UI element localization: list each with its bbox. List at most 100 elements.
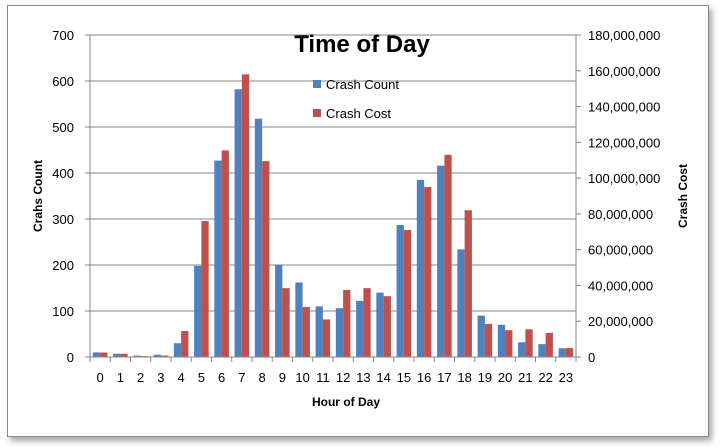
bar-crash-count xyxy=(477,315,485,357)
bar-crash-cost xyxy=(201,221,209,357)
bar-crash-count xyxy=(254,118,263,357)
legend-swatch-crash-cost xyxy=(313,109,321,117)
x-axis-title: Hour of Day xyxy=(312,395,380,409)
bar-crash-count xyxy=(295,282,303,357)
x-tick-label: 8 xyxy=(259,370,266,385)
bar-crash-cost xyxy=(262,161,270,357)
bar-crash-cost xyxy=(403,229,412,357)
bar-crash-cost xyxy=(160,355,169,357)
gridlines xyxy=(90,34,576,312)
bar-crash-count xyxy=(457,249,465,357)
legend-label-crash-cost: Crash Cost xyxy=(326,106,391,121)
bar-crash-cost xyxy=(100,352,108,357)
bar-crash-count xyxy=(92,352,101,357)
y2-tick-label: 160,000,000 xyxy=(588,64,660,79)
axes xyxy=(85,34,581,362)
x-tick-label: 17 xyxy=(437,370,451,385)
bar-crash-cost xyxy=(565,348,574,357)
bar-crash-cost xyxy=(505,330,513,357)
x-tick-label: 2 xyxy=(137,370,144,385)
x-tick-label: 11 xyxy=(316,370,330,385)
y-tick-label: 100 xyxy=(52,304,74,319)
y-axis-title: Crahs Count xyxy=(31,160,45,232)
bar-crash-count xyxy=(173,343,182,357)
x-tick-label: 12 xyxy=(336,370,350,385)
bar-crash-count xyxy=(437,165,445,357)
x-tick-label: 16 xyxy=(417,370,431,385)
bar-crash-count xyxy=(558,348,566,357)
y-tick-label: 600 xyxy=(52,74,74,89)
x-tick-label: 13 xyxy=(356,370,370,385)
bar-crash-count xyxy=(275,265,283,357)
bar-crash-count xyxy=(376,292,384,357)
bar-crash-cost xyxy=(525,329,533,357)
bar-crash-cost xyxy=(545,332,553,357)
x-tick-label: 21 xyxy=(518,370,532,385)
bar-crash-cost xyxy=(424,187,432,357)
x-tick-label: 14 xyxy=(376,370,390,385)
x-tick-label: 1 xyxy=(117,370,124,385)
x-tick-label: 6 xyxy=(218,370,225,385)
tick-labels: 0100200300400500600700020,000,00040,000,… xyxy=(52,28,660,385)
bar-crash-count xyxy=(416,179,425,357)
y-tick-label: 300 xyxy=(52,212,74,227)
legend: Crash Count Crash Cost xyxy=(313,77,399,121)
bars xyxy=(92,74,574,357)
bar-crash-count xyxy=(335,308,344,357)
x-tick-label: 22 xyxy=(538,370,552,385)
bar-crash-count xyxy=(194,265,202,357)
y2-tick-label: 120,000,000 xyxy=(588,135,660,150)
bar-crash-cost xyxy=(444,154,452,357)
y-tick-label: 400 xyxy=(52,166,74,181)
bar-crash-count xyxy=(497,324,506,357)
y2-tick-label: 180,000,000 xyxy=(588,28,660,43)
x-tick-label: 3 xyxy=(157,370,164,385)
y2-tick-label: 40,000,000 xyxy=(588,278,653,293)
bar-crash-count xyxy=(113,353,121,357)
x-tick-label: 0 xyxy=(97,370,104,385)
bar-crash-count xyxy=(214,160,222,357)
bar-crash-cost xyxy=(282,288,290,357)
y2-tick-label: 60,000,000 xyxy=(588,243,653,258)
bar-crash-count xyxy=(153,354,161,357)
legend-swatch-crash-count xyxy=(313,80,321,88)
chart-title: Time of Day xyxy=(294,31,430,58)
x-tick-label: 20 xyxy=(498,370,512,385)
y2-tick-label: 0 xyxy=(588,350,595,365)
y-tick-label: 500 xyxy=(52,120,74,135)
x-tick-label: 4 xyxy=(178,370,185,385)
y-tick-label: 700 xyxy=(52,28,74,43)
bar-crash-count xyxy=(518,342,526,357)
x-tick-label: 9 xyxy=(279,370,286,385)
bar-crash-cost xyxy=(484,323,493,357)
y2-tick-label: 140,000,000 xyxy=(588,100,660,115)
bar-crash-count xyxy=(234,89,242,357)
y-tick-label: 0 xyxy=(67,350,74,365)
chart-frame xyxy=(7,5,709,437)
bar-crash-cost xyxy=(221,150,229,357)
bar-crash-cost xyxy=(343,289,351,357)
bar-crash-cost xyxy=(241,74,250,357)
bar-crash-cost xyxy=(464,210,472,357)
y-tick-label: 200 xyxy=(52,258,74,273)
bar-crash-cost xyxy=(383,296,391,357)
y2-tick-label: 80,000,000 xyxy=(588,207,653,222)
legend-label-crash-count: Crash Count xyxy=(326,77,399,92)
x-tick-label: 5 xyxy=(198,370,205,385)
y2-tick-label: 20,000,000 xyxy=(588,314,653,329)
bar-crash-cost xyxy=(322,319,331,357)
bar-crash-cost xyxy=(302,306,310,357)
bar-crash-cost xyxy=(120,353,128,357)
x-tick-label: 10 xyxy=(295,370,309,385)
y2-tick-label: 100,000,000 xyxy=(588,171,660,186)
bar-crash-count xyxy=(315,306,323,357)
bar-crash-cost xyxy=(363,288,371,357)
x-tick-label: 23 xyxy=(559,370,573,385)
y2-axis-title: Crash Cost xyxy=(676,164,690,228)
x-tick-label: 7 xyxy=(238,370,245,385)
bar-crash-count xyxy=(396,224,404,357)
bar-crash-count xyxy=(356,300,364,357)
x-tick-label: 15 xyxy=(397,370,411,385)
x-tick-label: 19 xyxy=(478,370,492,385)
